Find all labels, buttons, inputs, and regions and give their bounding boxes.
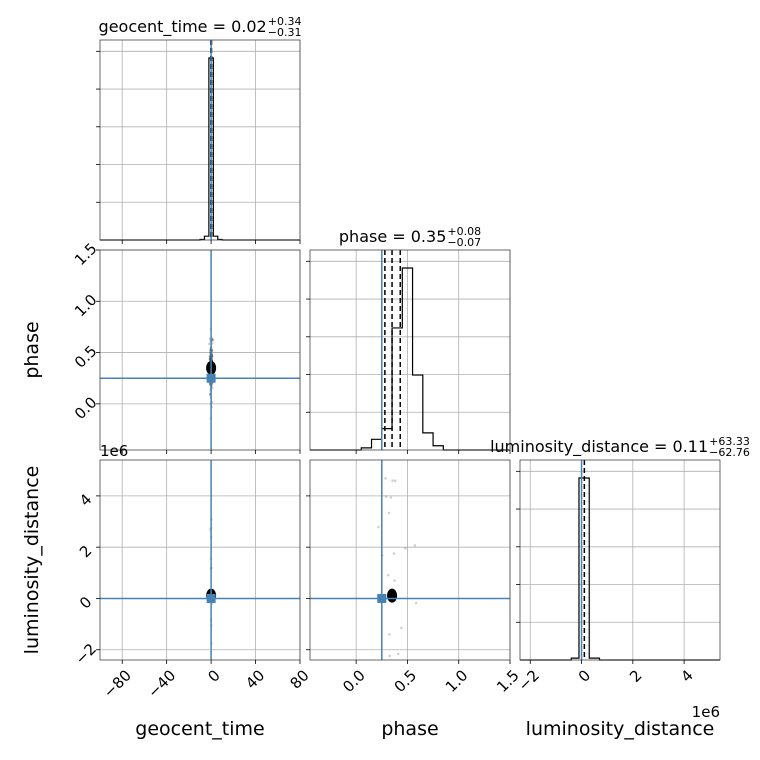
panel-phase-luminosity_distance <box>306 459 511 664</box>
x-axis-label-phase: phase <box>381 718 438 740</box>
panel-frame <box>99 39 301 241</box>
histogram-luminosity_distance <box>520 477 720 661</box>
scatter-point <box>413 544 417 547</box>
y-tick-label: 1.5 <box>71 239 101 269</box>
title-plus: +63.33 <box>709 435 750 448</box>
x-tick-label: −2 <box>515 666 543 694</box>
scatter-point <box>388 633 391 636</box>
y-tick-label: 2 <box>76 542 95 561</box>
scatter-point <box>389 496 393 499</box>
title-plus: +0.08 <box>447 225 481 238</box>
title-minus: −0.07 <box>447 236 481 249</box>
title-geocent_time: geocent_time = 0.02 +0.34−0.31 <box>99 15 302 39</box>
x-axis-label-luminosity_distance: luminosity_distance <box>526 718 715 740</box>
x-tick-label: 0 <box>204 666 223 685</box>
x-tick-label: 2 <box>626 666 645 685</box>
scatter-point <box>391 479 394 482</box>
title-minus: −62.76 <box>709 446 750 459</box>
panel-frame <box>519 459 721 661</box>
title-phase: phase = 0.35 +0.08−0.07 <box>339 225 481 249</box>
panel-geocent_time-geocent_time <box>96 39 301 244</box>
scatter-point <box>396 652 400 656</box>
title-main: phase = 0.35 <box>339 227 446 246</box>
scatter-point <box>384 477 387 480</box>
scatter-point <box>211 339 214 342</box>
scatter-point <box>404 547 407 550</box>
density-core <box>387 588 398 603</box>
scatter-point <box>393 479 397 483</box>
y-tick-label: 0.0 <box>71 393 101 423</box>
y-tick-label: 0.5 <box>71 342 101 372</box>
scatter-point <box>207 342 211 346</box>
truth-marker <box>377 593 387 603</box>
scatter-point <box>400 626 403 630</box>
panel-geocent_time-phase <box>96 249 301 454</box>
x-tick-label: 80 <box>286 666 312 692</box>
y-tick-label: −2 <box>72 640 100 668</box>
title-main: geocent_time = 0.02 <box>99 17 267 37</box>
x-tick-label: −80 <box>100 666 135 701</box>
title-minus: −0.31 <box>268 26 302 39</box>
panel-phase-phase <box>306 249 511 454</box>
x-tick-label: 4 <box>677 666 696 685</box>
offset-text: 1e6 <box>100 442 128 460</box>
scatter-point <box>208 355 211 359</box>
panel-frame <box>99 459 301 661</box>
scatter-point <box>386 573 390 577</box>
y-axis-label-phase: phase <box>21 321 43 378</box>
scatter-point <box>387 511 391 515</box>
x-tick-label: 40 <box>242 666 268 692</box>
panel-frame <box>309 249 511 451</box>
scatter-point <box>377 525 380 529</box>
x-tick-label: −40 <box>144 666 179 701</box>
panel-luminosity_distance-luminosity_distance <box>516 459 721 664</box>
title-luminosity_distance: luminosity_distance = 0.11 +63.33−62.76 <box>490 435 750 459</box>
truth-marker <box>206 593 216 603</box>
x-axis-label-geocent_time: geocent_time <box>135 718 264 740</box>
y-axis-label-luminosity_distance: luminosity_distance <box>21 466 43 655</box>
histogram-geocent_time <box>100 57 300 241</box>
offset-text: 1e6 <box>692 703 720 721</box>
scatter-point <box>384 495 388 498</box>
panel-frame <box>309 459 511 661</box>
y-tick-label: 0 <box>76 593 95 612</box>
truth-marker <box>206 373 216 383</box>
title-main: luminosity_distance = 0.11 <box>490 437 708 457</box>
scatter-point <box>393 579 396 582</box>
panel-frame <box>99 249 301 451</box>
scatter-point <box>414 601 418 605</box>
title-plus: +0.34 <box>268 15 302 28</box>
y-tick-label: 4 <box>76 490 95 509</box>
x-tick-label: 0.0 <box>339 666 369 696</box>
histogram-phase <box>310 267 510 451</box>
scatter-point <box>392 552 396 555</box>
scatter-point <box>388 654 392 658</box>
x-tick-label: 0 <box>575 666 594 685</box>
x-tick-label: 0.5 <box>391 666 421 696</box>
y-tick-label: 1.0 <box>71 291 101 321</box>
x-tick-label: 1.0 <box>442 666 472 696</box>
panel-geocent_time-luminosity_distance <box>96 459 301 664</box>
